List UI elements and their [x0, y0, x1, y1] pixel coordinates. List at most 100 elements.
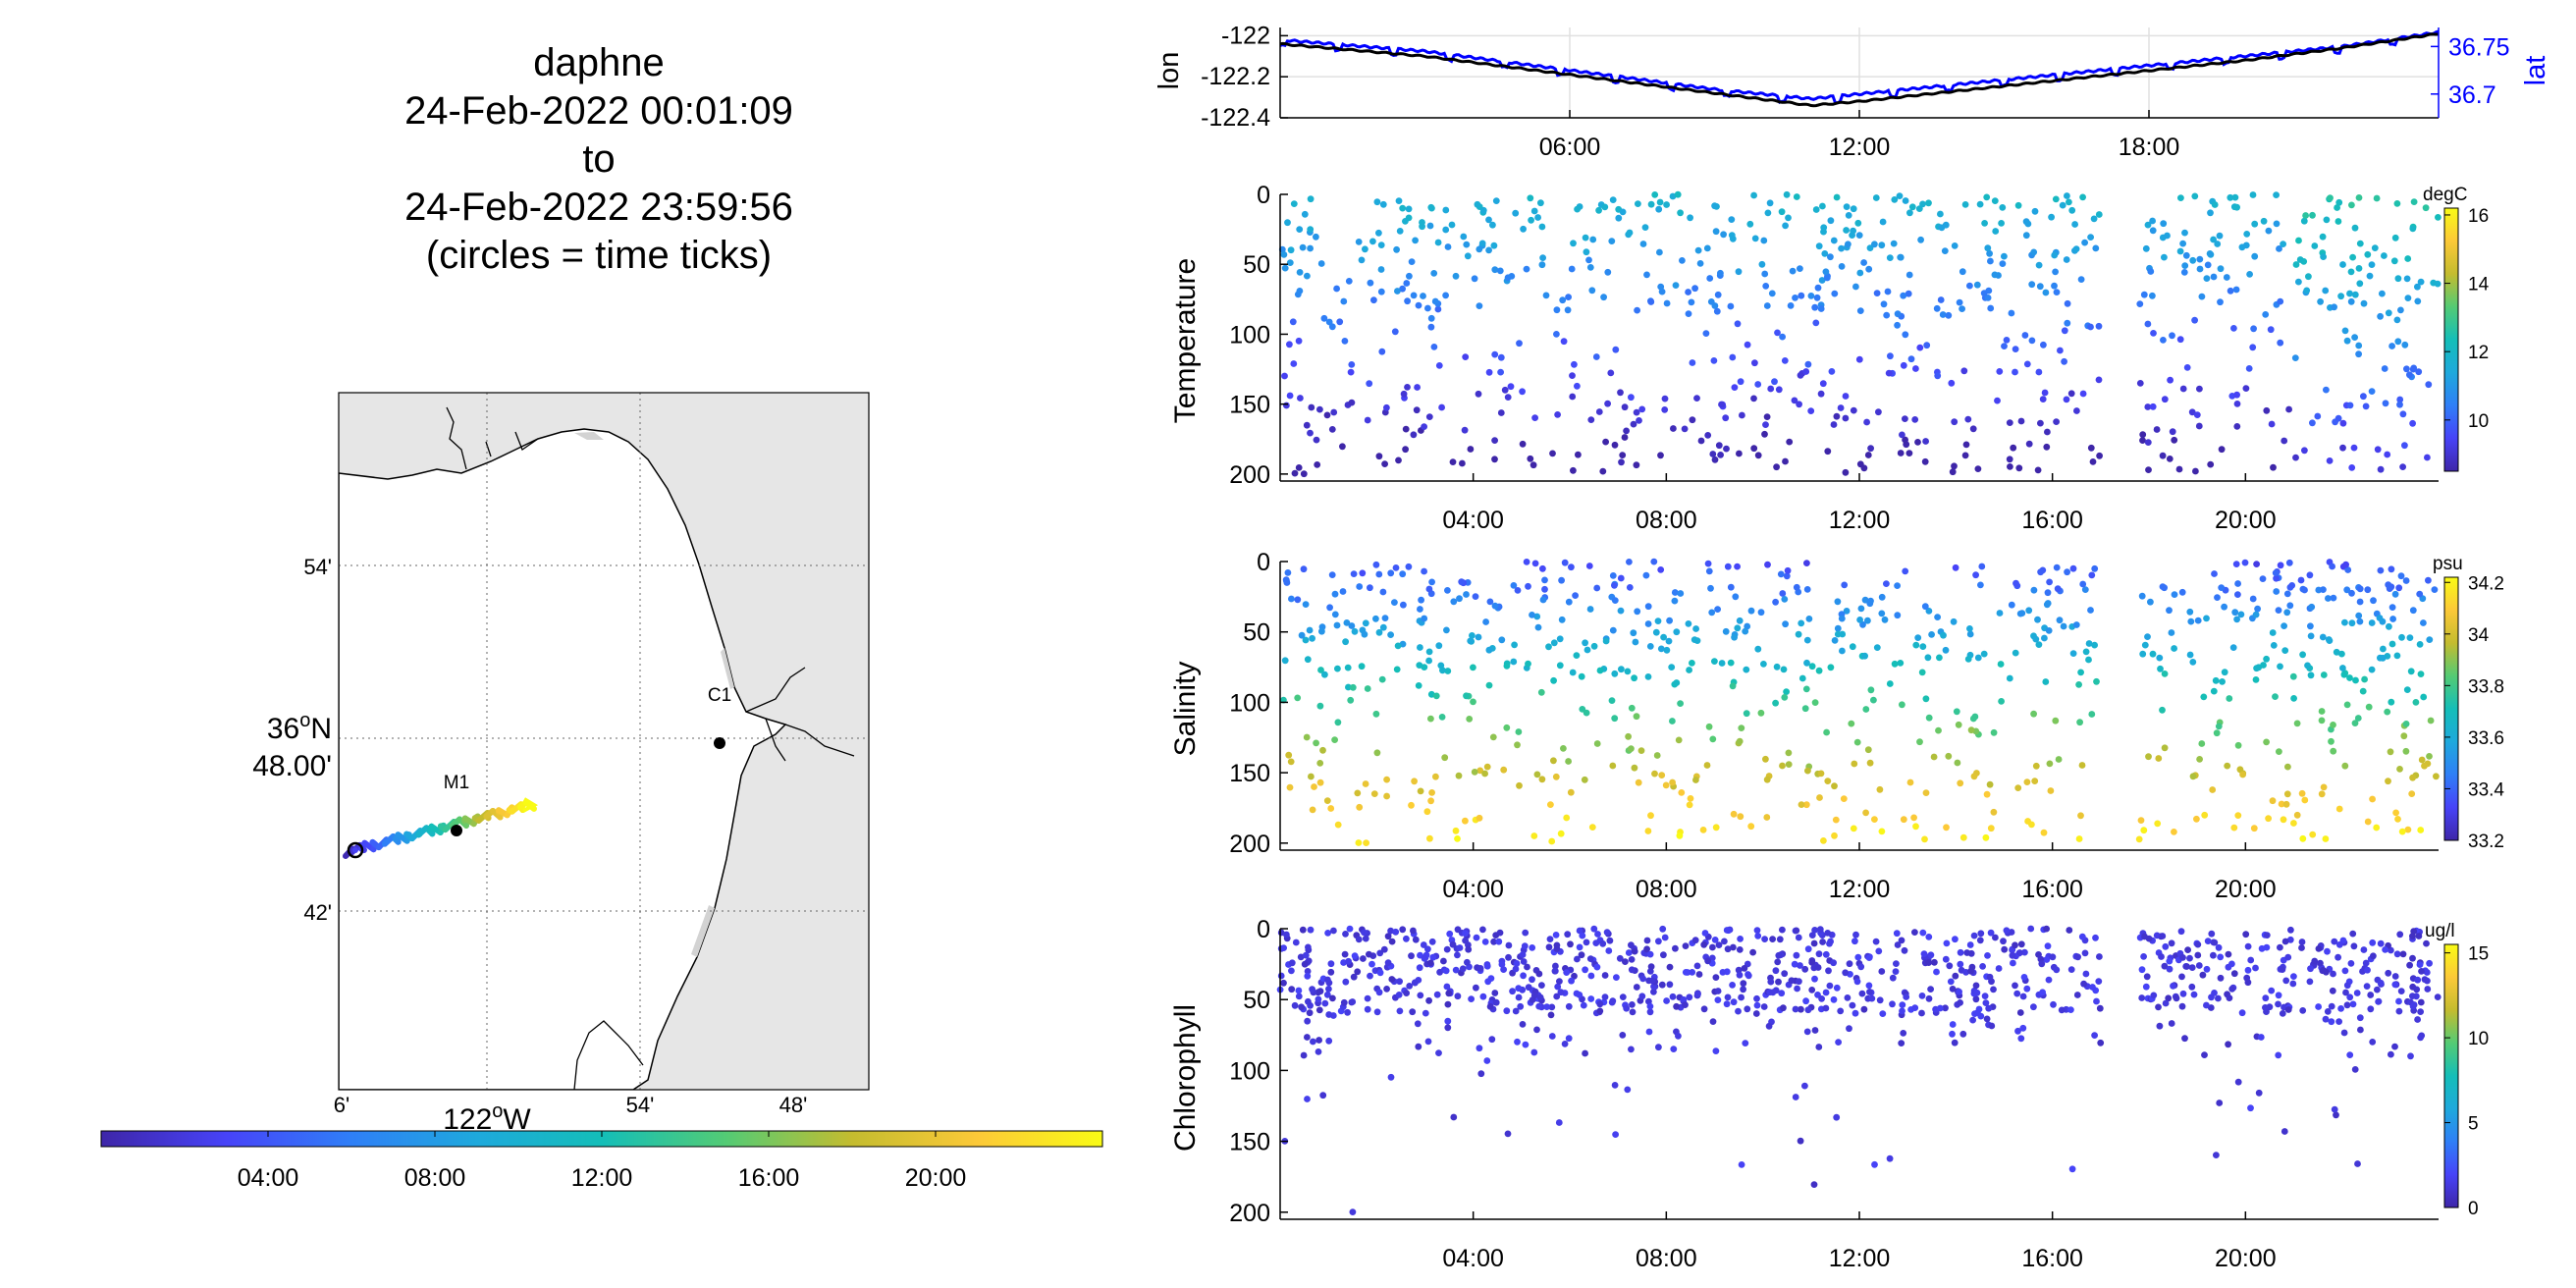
- data-point: [2188, 983, 2196, 991]
- data-point: [2286, 602, 2294, 610]
- data-point: [1815, 667, 1823, 674]
- data-point: [1803, 1028, 1811, 1036]
- data-point: [1835, 1039, 1842, 1046]
- data-point: [2210, 273, 2218, 281]
- chlorophyll-axis-label: Chlorophyll: [1169, 1004, 1202, 1152]
- data-point: [1951, 462, 1958, 470]
- data-point: [1304, 1034, 1311, 1041]
- colorbar-tick-label: 12: [2468, 343, 2489, 363]
- data-point: [1657, 452, 1664, 459]
- data-point: [1564, 931, 1572, 939]
- data-point: [1943, 824, 1950, 832]
- data-point: [2263, 932, 2271, 939]
- data-point: [1986, 973, 1994, 981]
- data-point: [2206, 250, 2214, 257]
- data-point: [2290, 820, 2297, 827]
- data-point: [1543, 1003, 1551, 1010]
- data-point: [1705, 723, 1713, 730]
- data-point: [1920, 950, 1928, 957]
- data-point: [2314, 412, 2322, 420]
- data-point: [2377, 312, 2385, 320]
- data-point: [1841, 581, 1849, 589]
- data-point: [2423, 939, 2430, 947]
- data-point: [1363, 839, 1369, 846]
- map-panel: M1 C1 54' 42' 36oN 48.00' 6' 54' 48' 122…: [252, 392, 870, 1136]
- data-point: [1861, 596, 1869, 604]
- data-point: [1787, 302, 1795, 309]
- data-point: [2064, 568, 2071, 576]
- data-point: [1419, 219, 1425, 226]
- data-point: [1515, 993, 1523, 1001]
- position-right-tick-label: 36.75: [2448, 33, 2510, 61]
- data-point: [1289, 318, 1297, 326]
- data-point: [1655, 1044, 1662, 1051]
- data-point: [2075, 681, 2083, 688]
- data-point: [1842, 414, 1850, 422]
- data-point: [1972, 995, 1980, 1003]
- data-point: [1367, 972, 1373, 980]
- data-point: [2408, 790, 2416, 797]
- data-point: [1468, 995, 1475, 1002]
- data-point: [2330, 747, 2337, 755]
- y-tick-label: 200: [1229, 461, 1270, 489]
- data-point: [1519, 440, 1527, 448]
- data-point: [2176, 336, 2184, 344]
- data-point: [1675, 736, 1683, 744]
- data-point: [1503, 663, 1511, 670]
- data-point: [1631, 674, 1637, 682]
- data-point: [2232, 286, 2240, 294]
- data-point: [2145, 466, 2152, 473]
- data-point: [1772, 699, 1779, 707]
- data-point: [1723, 445, 1730, 453]
- data-point: [1994, 397, 2001, 404]
- data-point: [1820, 837, 1827, 844]
- data-point: [1362, 935, 1369, 942]
- data-point: [2324, 1008, 2332, 1015]
- data-point: [1949, 468, 1957, 476]
- data-point: [1727, 302, 1735, 310]
- data-point: [1830, 237, 1838, 244]
- data-point: [1284, 219, 1291, 227]
- data-point: [2003, 337, 2011, 344]
- data-point: [1520, 225, 1527, 233]
- data-point: [1954, 759, 1961, 767]
- data-point: [1730, 810, 1738, 818]
- data-point: [2022, 232, 2030, 240]
- data-point: [2037, 568, 2045, 576]
- colorbar-tick-label: 15: [2468, 944, 2489, 965]
- data-point: [1553, 306, 1561, 314]
- data-point: [1856, 307, 1864, 314]
- data-point: [1853, 978, 1861, 986]
- data-point: [2417, 827, 2425, 833]
- data-point: [2397, 988, 2405, 994]
- data-point: [1688, 298, 1695, 306]
- data-point: [2407, 1052, 2414, 1060]
- data-point: [2333, 648, 2340, 656]
- data-point: [1852, 938, 1858, 945]
- data-point: [1525, 984, 1532, 992]
- south-coast-rivers: [573, 1020, 644, 1090]
- data-point: [1719, 969, 1727, 976]
- data-point: [2391, 234, 2399, 242]
- data-point: [1349, 683, 1357, 691]
- data-point: [1833, 984, 1841, 992]
- data-point: [2252, 964, 2259, 972]
- data-point: [2245, 365, 2253, 372]
- data-point: [2414, 976, 2422, 984]
- data-point: [2355, 612, 2363, 619]
- data-point: [1486, 1003, 1494, 1010]
- data-point: [1412, 936, 1420, 943]
- data-point: [1660, 951, 1667, 959]
- data-point: [2329, 563, 2336, 570]
- data-point: [1571, 360, 1578, 368]
- data-point: [1377, 242, 1385, 249]
- data-point: [1430, 344, 1438, 350]
- data-point: [1987, 304, 1995, 312]
- data-point: [1388, 938, 1396, 945]
- data-point: [1621, 403, 1629, 411]
- data-point: [2168, 1020, 2175, 1027]
- data-point: [2171, 829, 2177, 835]
- data-point: [1290, 200, 1298, 208]
- data-point: [1408, 801, 1415, 809]
- data-point: [2334, 953, 2342, 961]
